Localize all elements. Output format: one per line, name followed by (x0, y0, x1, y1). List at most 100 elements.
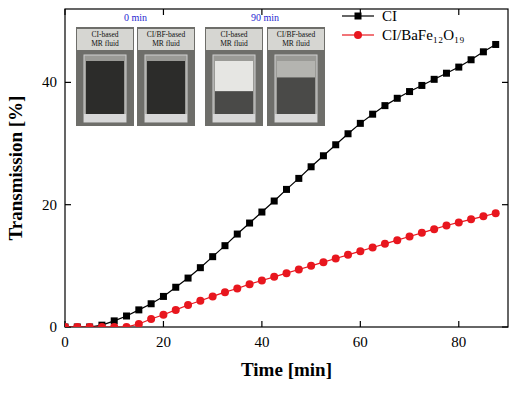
fluid-layer (86, 61, 124, 116)
inset-photo (205, 27, 263, 126)
marker-circle (98, 323, 106, 327)
y-tick-label: 20 (42, 197, 57, 213)
photo-label-line: MR fluid (220, 39, 248, 48)
marker-circle (442, 221, 450, 229)
marker-circle (381, 240, 389, 248)
marker-circle (418, 229, 426, 237)
photo-label-line: MR fluid (152, 39, 180, 48)
x-tick-label: 60 (353, 334, 368, 350)
marker-circle (307, 262, 315, 270)
photo-background (76, 27, 134, 126)
inset-photo (137, 27, 195, 126)
marker-circle (184, 301, 192, 309)
marker-square (381, 102, 388, 109)
marker-square (357, 120, 364, 127)
vial (275, 55, 317, 122)
series (65, 41, 499, 327)
marker-circle (455, 218, 463, 226)
marker-circle (110, 323, 118, 327)
legend-label: CI (382, 8, 397, 24)
marker-square (332, 141, 339, 148)
photo-label-line: MR fluid (91, 39, 119, 48)
marker-circle (221, 288, 229, 296)
marker-circle (356, 247, 364, 255)
marker-circle (332, 255, 340, 263)
marker-circle (430, 225, 438, 233)
marker-circle (159, 311, 167, 319)
marker-square (455, 64, 462, 71)
marker-circle (393, 236, 401, 244)
photo-label: CI-basedMR fluid (220, 30, 248, 48)
photo-label-line: CI/BF-based (147, 30, 186, 39)
x-tick-label: 20 (156, 334, 171, 350)
y-tick-label: 0 (50, 319, 58, 335)
marker-circle (123, 323, 131, 327)
x-tick-top (163, 9, 164, 15)
photo-background (267, 27, 325, 126)
vial (213, 55, 255, 122)
marker-circle (258, 277, 266, 285)
y-tick (65, 204, 71, 205)
photo-label-line: MR fluid (282, 39, 310, 48)
marker-square (283, 186, 290, 193)
vial-base (84, 114, 126, 122)
label-backdrop (206, 29, 262, 50)
marker-square (221, 242, 228, 249)
marker-circle (209, 292, 217, 300)
inset-photo (267, 27, 325, 126)
marker-circle (479, 212, 487, 220)
vial (84, 55, 126, 122)
plot-frame (65, 9, 508, 327)
x-axis-label: Time [min] (241, 359, 332, 380)
inset-time-label: 90 min (251, 12, 279, 23)
photo-label: CI/BF-basedMR fluid (277, 30, 316, 48)
photo-label-line: CI-based (220, 30, 247, 39)
y-tick-right (502, 204, 508, 205)
legend-marker (354, 31, 362, 39)
y-tick-right (502, 326, 508, 327)
inset-photo (76, 27, 134, 126)
marker-circle (246, 280, 254, 288)
marker-square (160, 293, 167, 300)
label-backdrop (268, 29, 324, 50)
marker-circle (65, 323, 69, 327)
series-line (65, 213, 496, 327)
photo-label-line: CI/BF-based (277, 30, 316, 39)
marker-square (345, 130, 352, 137)
series-line (65, 44, 496, 327)
marker-square (394, 95, 401, 102)
marker-square (86, 324, 93, 328)
photo-background (137, 27, 195, 126)
marker-square (431, 76, 438, 83)
legend-label: CI/BaFe₁₂O₁₉ (382, 27, 465, 43)
marker-circle (86, 323, 94, 327)
marker-square (320, 152, 327, 159)
label-backdrop (138, 29, 194, 50)
clear-layer (277, 61, 315, 78)
vial-base (275, 114, 317, 122)
y-tick-label: 40 (42, 74, 57, 90)
marker-square (148, 300, 155, 307)
photo-label: CI-basedMR fluid (91, 30, 119, 48)
y-axis-label: Transmission [%] (5, 96, 26, 241)
fluid-layer (147, 61, 185, 116)
marker-circle (196, 297, 204, 305)
photo-label: CI/BF-basedMR fluid (147, 30, 186, 48)
marker-circle (344, 251, 352, 259)
fluid-layer (215, 91, 253, 116)
marker-circle (172, 306, 180, 314)
marker-circle (467, 215, 475, 223)
vial-base (145, 114, 187, 122)
marker-square (418, 82, 425, 89)
marker-square (369, 111, 376, 118)
marker-square (468, 56, 475, 63)
y-tick (65, 82, 71, 83)
vial (145, 55, 187, 122)
marker-square (258, 209, 265, 216)
vial-base (213, 114, 255, 122)
x-tick-label: 0 (61, 334, 69, 350)
marker-circle (73, 323, 81, 327)
marker-circle (319, 258, 327, 266)
inset-time-label: 0 min (124, 12, 147, 23)
marker-circle (369, 244, 377, 252)
